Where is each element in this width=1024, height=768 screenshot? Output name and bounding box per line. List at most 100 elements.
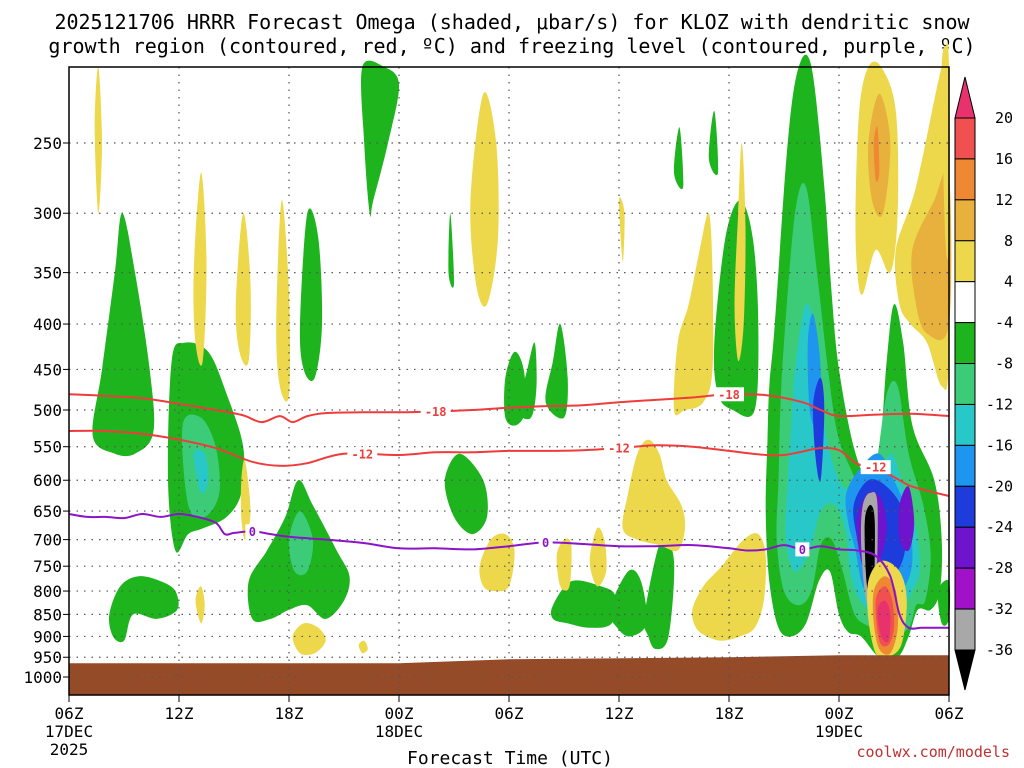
- x-date-label: 17DEC: [45, 722, 93, 741]
- colorbar-top-arrow: [954, 76, 976, 119]
- colorbar-label: -4: [995, 314, 1013, 332]
- y-tick-label: 450: [33, 360, 62, 379]
- colorbar-bottom-arrow: [954, 649, 976, 691]
- x-tick-label: 18Z: [275, 704, 304, 723]
- colorbar-label: -32: [986, 600, 1013, 618]
- omega-region-6: [288, 511, 314, 576]
- omega-region-38: [673, 212, 714, 416]
- contour-label: 0: [249, 525, 256, 539]
- omega-region-3: [193, 449, 209, 494]
- omega-region-56: [877, 600, 891, 643]
- omega-region-32: [193, 172, 207, 366]
- omega-region-12: [448, 213, 455, 288]
- contour-label-bg: [604, 441, 634, 456]
- y-tick-label: 700: [33, 531, 62, 550]
- contour-layer: -18 -18 -12 -12 -12 0 0 0: [68, 387, 950, 630]
- y-axis-ticks: 250 300 350 400 450 500 550 600 650 700 750 800 850 9…: [23, 134, 69, 687]
- x-axis-label: Forecast Time (UTC): [407, 748, 613, 768]
- x-date-label: 19DEC: [815, 722, 863, 741]
- omega-region-41: [556, 538, 572, 591]
- x-tick-label: 12Z: [165, 704, 194, 723]
- contour-label: -18: [425, 405, 447, 419]
- colorbar-swatch: [954, 526, 976, 569]
- colorbar-label: -20: [986, 477, 1013, 495]
- colorbar-label: 4: [1004, 273, 1013, 291]
- colorbar-label: -12: [986, 395, 1013, 413]
- omega-region-35: [240, 459, 251, 540]
- omega-region-34: [276, 199, 291, 402]
- colorbar-label: 12: [995, 191, 1013, 209]
- colorbar-swatch: [954, 363, 976, 405]
- contour-label-bg: [860, 460, 891, 475]
- contour-label: 0: [799, 543, 806, 557]
- contour-label-bg: [714, 387, 744, 402]
- omega-region-51: [911, 166, 952, 341]
- omega-region-16: [644, 536, 675, 650]
- y-tick-label: 750: [33, 557, 62, 576]
- omega-region-52: [873, 126, 880, 183]
- x-tick-label: 06Z: [495, 704, 524, 723]
- omega-region-15: [609, 569, 647, 637]
- x-tick-label: 18Z: [715, 704, 744, 723]
- chart-title-line2: growth region (contoured, red, ºC) and f…: [48, 34, 975, 58]
- omega-region-19: [708, 110, 719, 176]
- x-date-label: 18DEC: [375, 722, 423, 741]
- omega-region-58: [941, 45, 950, 260]
- credit-text: coolwx.com/models: [856, 743, 1010, 761]
- omega-region-39: [734, 142, 746, 362]
- omega-region-27: [898, 486, 915, 552]
- y-tick-label: 850: [33, 605, 62, 624]
- x-tick-label: 00Z: [825, 704, 854, 723]
- y-tick-label: 950: [33, 648, 62, 667]
- colorbar-swatch: [954, 240, 976, 283]
- colorbar-swatch: [954, 403, 976, 446]
- colorbar-swatch: [954, 444, 976, 487]
- y-tick-label: 600: [33, 471, 62, 490]
- omega-region-44: [691, 533, 767, 641]
- contour-label-bg: [420, 404, 451, 419]
- colorbar-swatch: [954, 158, 976, 201]
- chart-title-line1: 2025121706 HRRR Forecast Omega (shaded, …: [54, 10, 970, 34]
- omega-region-50: [867, 93, 891, 217]
- colorbar-label: -16: [986, 436, 1013, 454]
- y-tick-label: 900: [33, 627, 62, 646]
- omega-region-37: [618, 197, 625, 262]
- omega-region-33: [235, 213, 251, 366]
- omega-region-45: [292, 623, 326, 656]
- y-tick-label: 400: [33, 315, 62, 334]
- colorbar-swatch: [954, 485, 976, 528]
- contour-label: -12: [608, 442, 630, 456]
- omega-region-40: [622, 439, 686, 552]
- x-year-label: 2025: [50, 740, 89, 759]
- colorbar-swatch: [954, 567, 976, 610]
- omega-region-31: [94, 66, 102, 214]
- colorbar-label: 20: [995, 109, 1013, 127]
- omega-region-7: [299, 208, 323, 382]
- contour-label: 0: [542, 536, 549, 550]
- omega-region-42: [589, 527, 607, 587]
- x-tick-label: 00Z: [385, 704, 414, 723]
- omega-region-28: [813, 377, 825, 482]
- omega-region-46: [358, 640, 368, 654]
- omega-region-11: [545, 323, 568, 419]
- colorbar: 20 16 12 8 4 -4 -8 -12 -16 -20 -24 -28 -32 -36: [954, 76, 1013, 691]
- minus12-contour: [68, 429, 950, 497]
- contour-label-bg: [245, 524, 260, 539]
- x-tick-label: 06Z: [55, 704, 84, 723]
- colorbar-label: -8: [995, 355, 1013, 373]
- colorbar-swatch: [954, 117, 976, 160]
- x-tick-label: 12Z: [605, 704, 634, 723]
- y-tick-label: 300: [33, 204, 62, 223]
- colorbar-label: -36: [986, 641, 1013, 659]
- y-tick-label: 250: [33, 134, 62, 153]
- y-tick-label: 550: [33, 438, 62, 457]
- colorbar-swatch: [954, 199, 976, 242]
- omega-region-8: [361, 60, 400, 217]
- contour-label-bg: [347, 447, 378, 462]
- y-tick-label: 800: [33, 582, 62, 601]
- colorbar-label: -24: [986, 518, 1013, 536]
- contour-label-bg: [795, 542, 810, 557]
- contour-label: -12: [351, 448, 373, 462]
- minus18-contour: [68, 393, 950, 424]
